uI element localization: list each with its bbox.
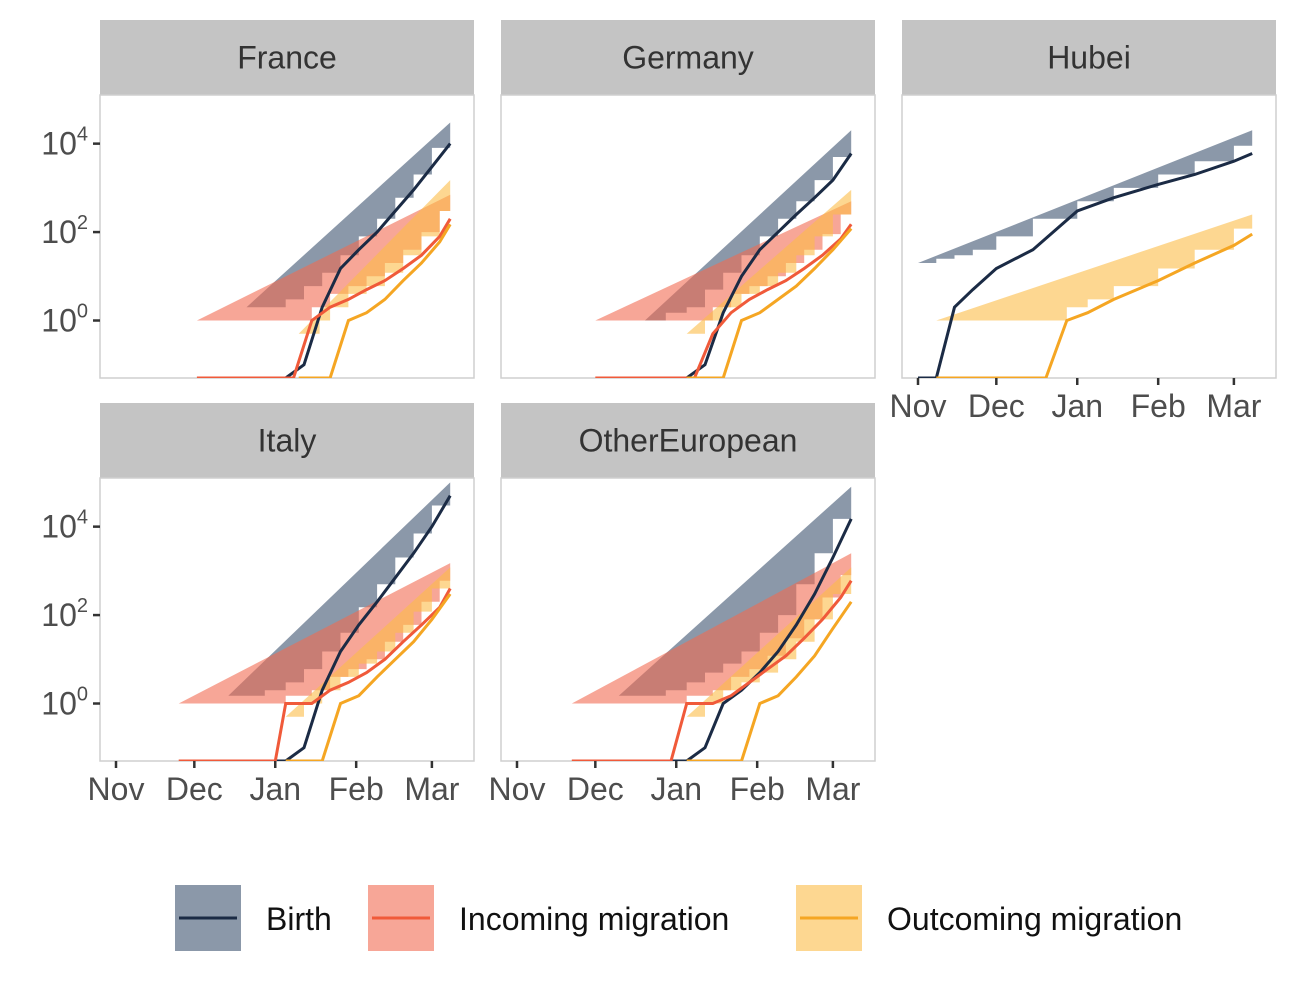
y-tick-label-4-france: 104 [41, 124, 88, 162]
panel-othereuropean: OtherEuropean Nov Dec Jan Feb Mar [489, 403, 876, 807]
ribbon-incoming-migration-othereuropean [571, 553, 852, 704]
panel-hubei: Hubei Nov Dec Jan Feb Mar [890, 20, 1277, 424]
line-outcoming-migration-france [298, 223, 452, 378]
panel-strip-italy [100, 403, 474, 478]
legend-label-birth: Birth [266, 901, 332, 937]
ribbon-outcoming-migration-france [298, 180, 451, 334]
panel-france: France 100 102 104 [41, 20, 475, 379]
ribbon-birth-germany [644, 130, 852, 321]
x-tick-label-nov-hubei: Nov [890, 388, 947, 424]
panel-italy: Italy 100 102 104 Nov Dec Jan Feb Mar [41, 403, 475, 807]
ribbon-outcoming-migration-germany [686, 189, 852, 334]
panel-strip-othereuropean [501, 403, 875, 478]
panel-germany: Germany [500, 20, 876, 379]
x-tick-label-jan-italy: Jan [249, 771, 301, 807]
ribbon-incoming-migration-italy [178, 563, 451, 704]
x-tick-label-dec-othereuropean: Dec [567, 771, 624, 807]
series-layer-italy [178, 482, 452, 761]
x-tick-label-mar-hubei: Mar [1206, 388, 1261, 424]
panel-title-france: France [237, 40, 337, 76]
series-layer-othereuropean [571, 486, 853, 761]
line-birth-hubei [918, 152, 1253, 378]
series-layer-germany [595, 130, 853, 378]
y-tick-label-2-france: 102 [41, 212, 88, 250]
panel-title-othereuropean: OtherEuropean [579, 423, 798, 459]
panel-strip-france [100, 20, 474, 95]
ribbon-outcoming-migration-othereuropean [686, 567, 852, 717]
y-tick-label-2-italy: 102 [41, 595, 88, 633]
y-tick-label-0-france: 100 [41, 301, 88, 339]
line-birth-france [246, 142, 452, 378]
legend: Birth Incoming migration Outcoming migrati… [175, 885, 1182, 951]
ribbon-outcoming-migration-hubei [936, 214, 1253, 321]
x-tick-label-feb-othereuropean: Feb [730, 771, 785, 807]
y-tick-label-0-italy: 100 [41, 684, 88, 722]
panel-strip-hubei [902, 20, 1276, 95]
legend-label-incoming-migration: Incoming migration [459, 901, 729, 937]
legend-item-birth: Birth [175, 885, 332, 951]
panel-title-hubei: Hubei [1047, 40, 1131, 76]
line-outcoming-migration-germany [686, 227, 853, 378]
x-tick-label-mar-othereuropean: Mar [805, 771, 860, 807]
line-incoming-migration-italy [178, 587, 452, 761]
panel-strip-germany [501, 20, 875, 95]
legend-label-outcoming-migration: Outcoming migration [887, 901, 1182, 937]
series-layer-france [196, 122, 452, 378]
ribbon-birth-othereuropean [618, 486, 852, 696]
line-birth-germany [644, 152, 853, 378]
line-outcoming-migration-othereuropean [686, 600, 853, 761]
ribbon-birth-france [246, 122, 451, 308]
x-tick-label-jan-othereuropean: Jan [650, 771, 702, 807]
x-tick-label-jan-hubei: Jan [1051, 388, 1103, 424]
x-tick-label-dec-hubei: Dec [968, 388, 1025, 424]
series-layer-hubei [918, 130, 1253, 378]
ribbon-birth-hubei [918, 130, 1253, 263]
y-tick-label-4-italy: 104 [41, 507, 88, 545]
x-tick-label-feb-italy: Feb [329, 771, 384, 807]
legend-item-outcoming-migration: Outcoming migration [796, 885, 1182, 951]
panel-title-italy: Italy [258, 423, 317, 459]
legend-item-incoming-migration: Incoming migration [368, 885, 729, 951]
line-incoming-migration-othereuropean [571, 579, 853, 761]
line-outcoming-migration-hubei [936, 232, 1253, 378]
x-tick-label-feb-hubei: Feb [1131, 388, 1186, 424]
line-birth-italy [228, 494, 452, 761]
line-outcoming-migration-italy [285, 593, 452, 761]
ribbon-incoming-migration-france [196, 194, 451, 321]
x-tick-label-dec-italy: Dec [166, 771, 223, 807]
x-tick-label-mar-italy: Mar [404, 771, 459, 807]
panel-title-germany: Germany [622, 40, 754, 76]
line-incoming-migration-germany [595, 223, 853, 378]
ribbon-incoming-migration-germany [595, 201, 852, 321]
x-tick-label-nov-othereuropean: Nov [489, 771, 546, 807]
x-tick-label-nov-italy: Nov [88, 771, 145, 807]
line-incoming-migration-france [196, 218, 452, 378]
